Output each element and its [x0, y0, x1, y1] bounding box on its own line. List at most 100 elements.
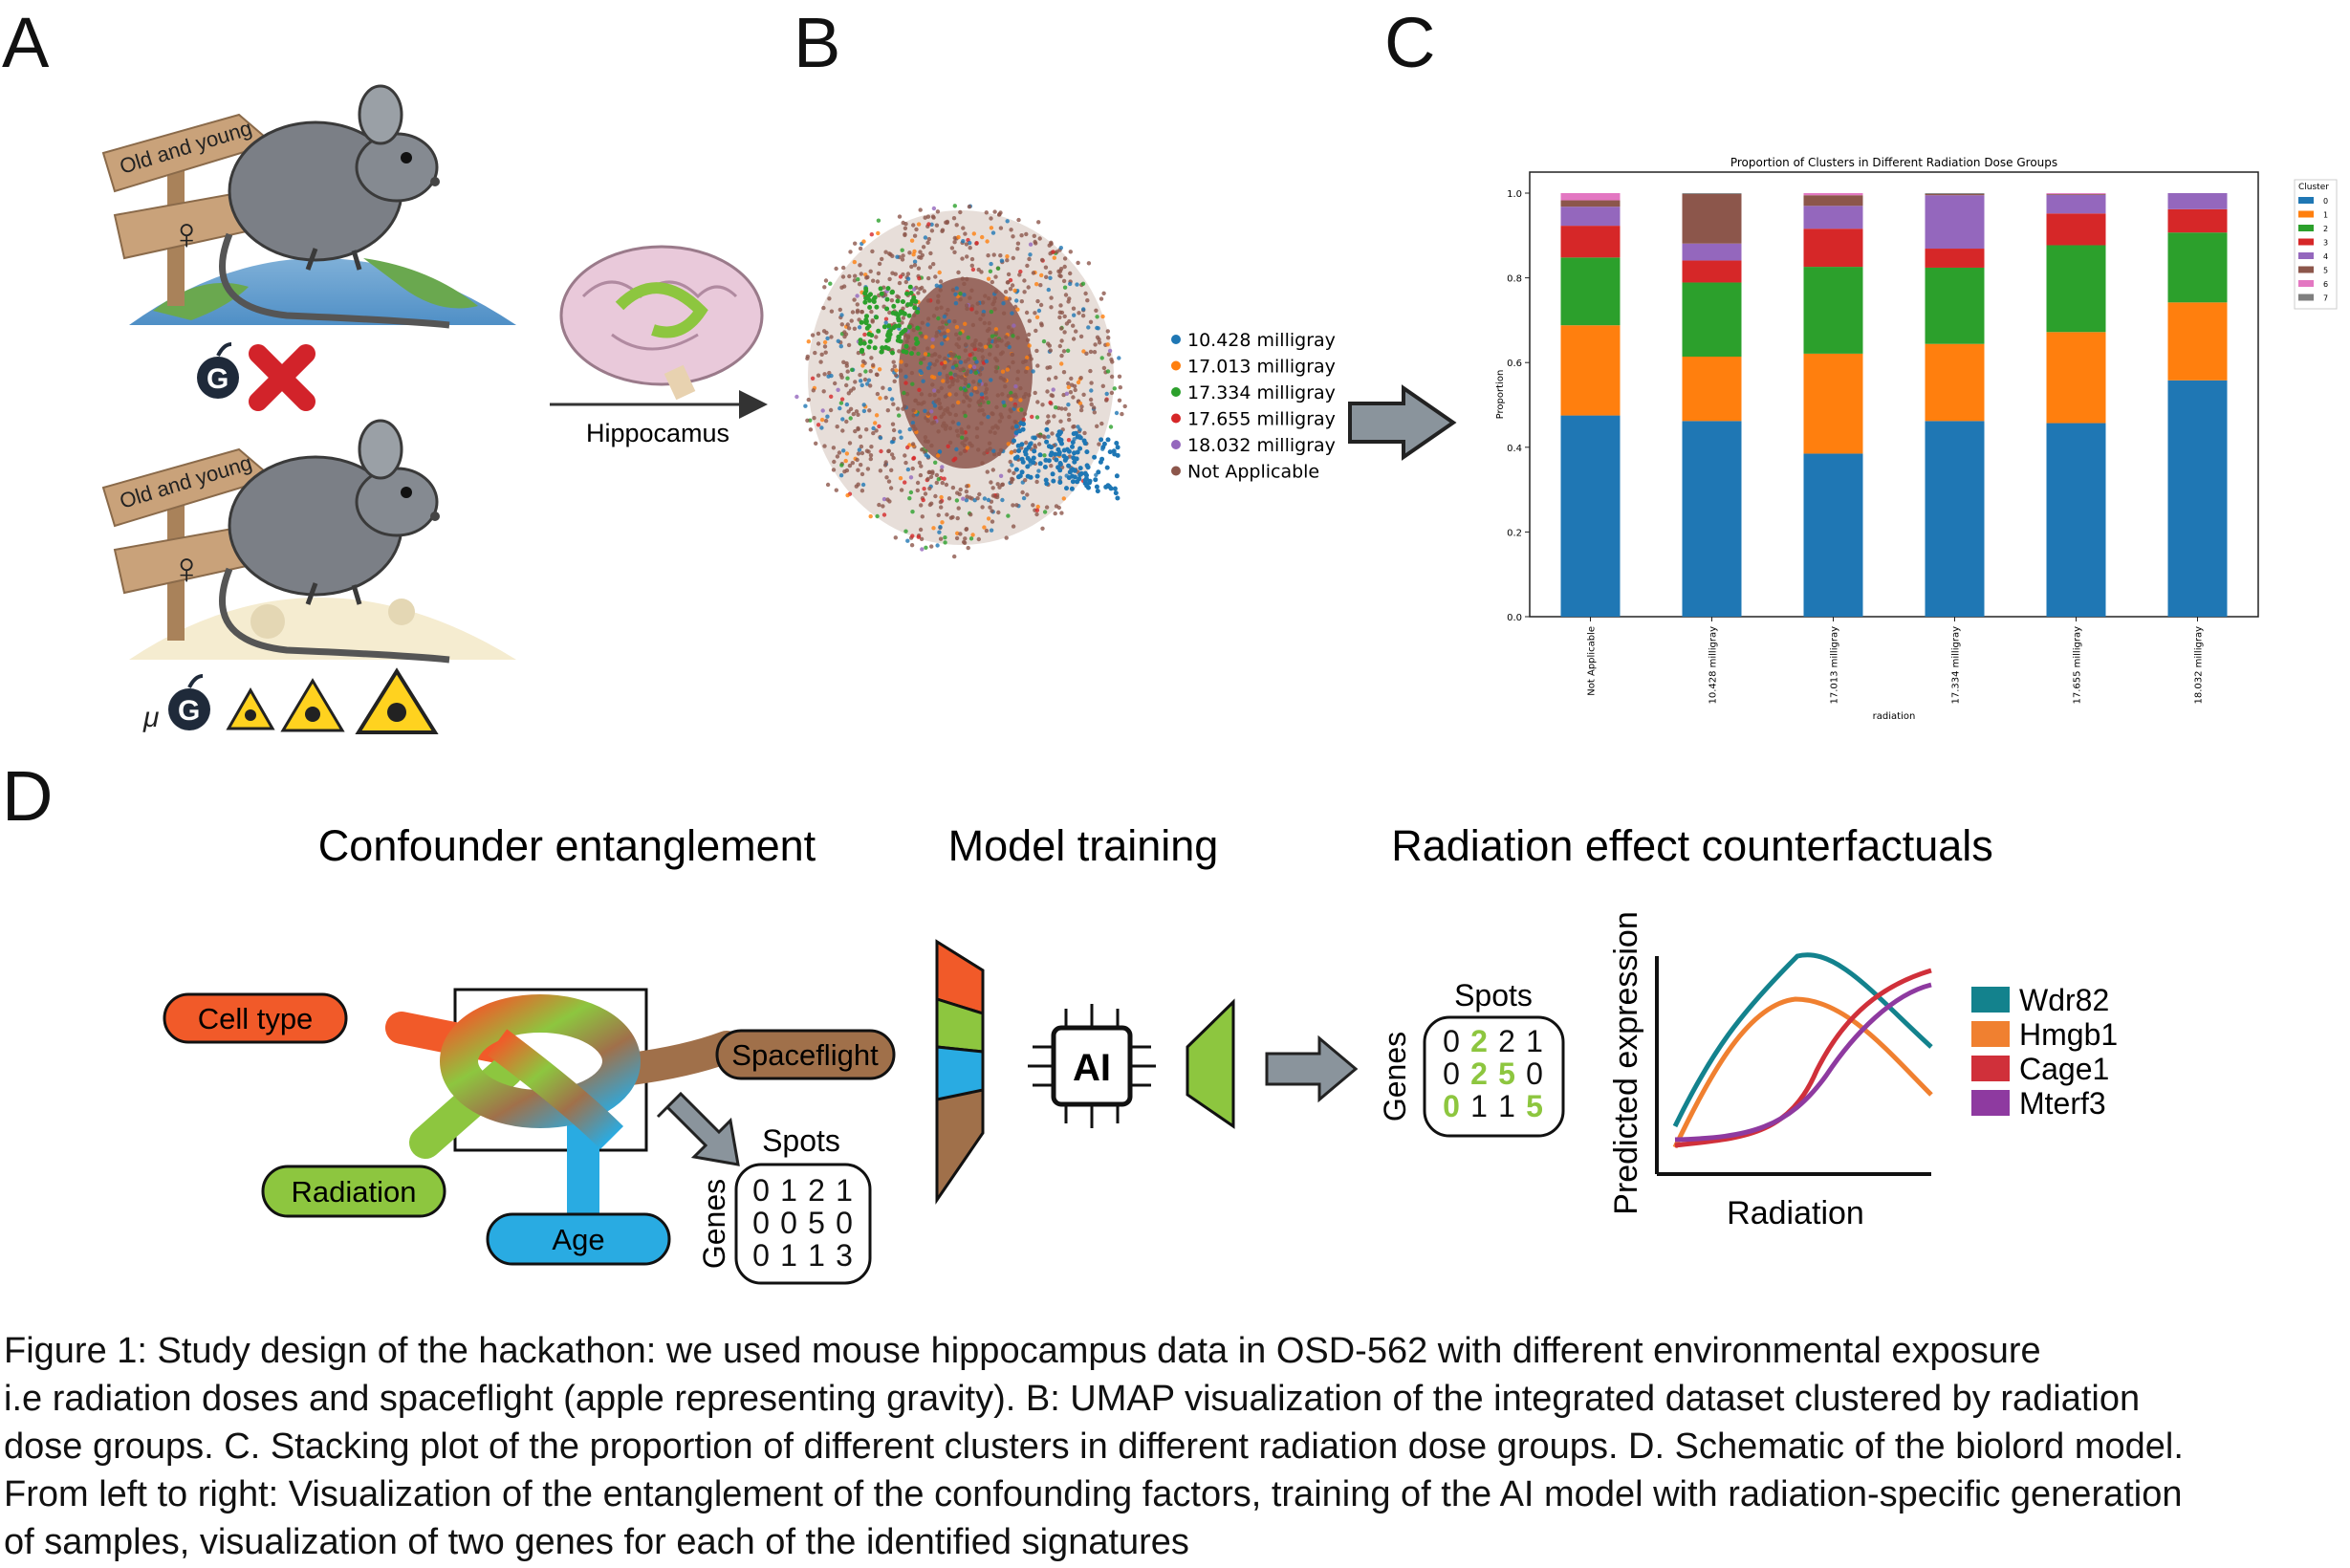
matrix-right	[1423, 1015, 1565, 1138]
matrix-cell: 5	[1498, 1056, 1515, 1091]
bar-segment	[1560, 193, 1621, 201]
matrix-cell: 0	[752, 1238, 770, 1273]
svg-text:G: G	[207, 363, 228, 395]
legend-label: 1	[2323, 211, 2328, 220]
factor-age: Age	[486, 1212, 671, 1266]
panel-label-b: B	[794, 3, 841, 82]
umap-legend-label: 10.428 milligray	[1187, 330, 1336, 351]
arrow-to-matrix	[656, 1091, 740, 1166]
legend-swatch	[2298, 280, 2314, 287]
y-tick-label: 0.0	[1507, 613, 1522, 623]
bar-segment	[1925, 267, 1985, 344]
bar-segment	[2046, 213, 2106, 246]
bar-segment	[1682, 193, 1742, 194]
decoder-icon	[1186, 998, 1235, 1129]
caption-line: of samples, visualization of two genes f…	[4, 1522, 1189, 1562]
umap-legend-marker	[1171, 335, 1181, 344]
bar-segment	[1682, 421, 1742, 617]
y-tick-label: 1.0	[1507, 189, 1522, 200]
umap-legend-marker	[1171, 440, 1181, 449]
x-tick-label: 10.428 milligray	[1708, 626, 1719, 705]
matrix-cell: 1	[1498, 1089, 1515, 1123]
matrix-cell: 1	[780, 1173, 797, 1208]
bar-segment	[1925, 343, 1985, 422]
bar-segment	[2046, 423, 2106, 617]
umap-legend: 10.428 milligray 17.013 milligray 17.334 m…	[1171, 330, 1336, 483]
matrix-cell: 5	[808, 1206, 825, 1240]
umap-legend-label: 17.655 milligray	[1187, 409, 1336, 430]
mouse-icon	[219, 84, 450, 329]
plot-xlabel: Radiation	[1727, 1195, 1864, 1231]
bar-segment	[2046, 245, 2106, 333]
bar-segment	[2046, 193, 2106, 194]
ai-chip-icon: AI	[1028, 1004, 1156, 1128]
legend-swatch	[2298, 238, 2314, 246]
matrix-cell: 0	[752, 1206, 770, 1240]
gene-legend-swatch	[1971, 1056, 2010, 1081]
matrix-cell: 1	[1470, 1089, 1488, 1123]
bar-segment	[1803, 206, 1863, 229]
x-tick-label: Not Applicable	[1587, 626, 1598, 696]
legend-swatch	[2298, 197, 2314, 204]
gene-legend-swatch	[1971, 1021, 2010, 1047]
bar-segment	[1925, 195, 1985, 250]
expression-plot: Predicted expression Radiation	[1608, 911, 1933, 1231]
bar-segment	[1560, 257, 1621, 326]
bar-segment	[2046, 193, 2106, 195]
y-tick-label: 0.6	[1507, 359, 1522, 369]
svg-text:Spaceflight: Spaceflight	[731, 1038, 879, 1072]
spots-label-right: Spots	[1454, 978, 1533, 1013]
plot-ylabel: Predicted expression	[1608, 911, 1644, 1215]
bar-segment	[1560, 415, 1621, 617]
matrix-cell: 2	[808, 1173, 825, 1208]
gene-legend-label: Cage1	[2019, 1052, 2109, 1086]
y-tick-label: 0.4	[1507, 444, 1522, 454]
bar-segment	[1925, 249, 1985, 268]
bar-segment	[1803, 229, 1863, 268]
matrix-left	[734, 1163, 872, 1285]
legend-swatch	[2298, 225, 2314, 231]
factor-spaceflight: Spaceflight	[715, 1029, 896, 1080]
bar-segment	[2167, 302, 2228, 381]
bar-segment	[2046, 194, 2106, 214]
matrix-cell: 1	[780, 1238, 797, 1273]
factor-radiation: Radiation	[261, 1165, 446, 1218]
stacked-bar-chart: Proportion of Clusters in Different Radi…	[1495, 156, 2338, 722]
umap-plot	[794, 204, 1127, 559]
umap-legend-label: 17.334 milligray	[1187, 382, 1336, 403]
matrix-cell: 0	[1443, 1089, 1460, 1123]
curve-mterf3	[1674, 982, 1932, 1143]
curve-wdr82	[1672, 952, 1933, 1128]
mouse-icon	[219, 419, 450, 664]
female-symbol-a: ♀	[170, 208, 204, 258]
gene-legend-label: Hmgb1	[2019, 1017, 2118, 1052]
legend-swatch	[2298, 252, 2314, 259]
caption-line: dose groups. C. Stacking plot of the pro…	[4, 1426, 2184, 1467]
bar-segment	[2046, 332, 2106, 424]
genes-label-right: Genes	[1378, 1032, 1412, 1122]
matrix-cell: 2	[1470, 1024, 1488, 1058]
umap-legend-label: Not Applicable	[1187, 462, 1319, 483]
svg-text:G: G	[178, 695, 200, 727]
matrix-cell: 0	[1443, 1024, 1460, 1058]
bar-segment	[1925, 193, 1985, 196]
y-tick-label: 0.8	[1507, 274, 1522, 285]
legend-label: 2	[2323, 225, 2328, 233]
bar-segment	[1560, 207, 1621, 227]
umap-legend-marker	[1171, 466, 1181, 476]
heading-confounder: Confounder entanglement	[318, 821, 816, 870]
matrix-cell: 1	[1526, 1024, 1543, 1058]
bar-segment	[1803, 453, 1863, 617]
gene-legend-label: Wdr82	[2019, 983, 2109, 1017]
bar-segment	[1803, 353, 1863, 454]
bar-segment	[1925, 421, 1985, 617]
figure-canvas: Old and young ♀ G	[101, 84, 2338, 1285]
matrix-cell: 0	[1443, 1056, 1460, 1091]
gene-legend-swatch	[1971, 1090, 2010, 1116]
bar-segment	[2167, 380, 2228, 617]
entangled-knot	[440, 994, 641, 1128]
apple-gravity-icon: G	[168, 674, 210, 730]
bar-segment	[2167, 208, 2228, 233]
hippocampus-label: Hippocamus	[586, 419, 729, 447]
